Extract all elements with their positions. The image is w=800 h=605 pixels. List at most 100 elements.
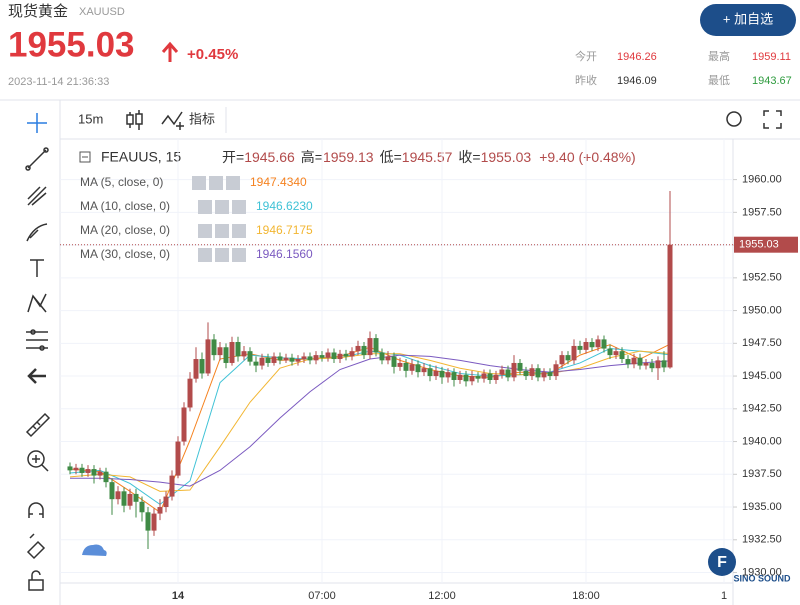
settings-icon[interactable]	[726, 111, 742, 127]
ohlc-value: 1945.66	[244, 149, 295, 165]
chart-type-icon[interactable]	[126, 110, 143, 130]
ma-legend-button[interactable]	[198, 224, 212, 238]
change: +9.40 (+0.48%)	[539, 149, 636, 165]
ma-legend-button[interactable]	[215, 200, 229, 214]
add-button-label[interactable]: + 加自选	[723, 11, 773, 26]
collapse-icon[interactable]	[79, 151, 91, 163]
candle-body	[553, 364, 559, 377]
candle-body	[433, 370, 439, 377]
candle-body	[409, 364, 415, 371]
candle-body	[145, 512, 151, 531]
candle-body	[445, 372, 451, 378]
indicators[interactable]: 指标	[189, 111, 215, 126]
candle-body	[529, 368, 535, 377]
candle-body	[349, 351, 355, 357]
fullscreen-icon[interactable]	[763, 110, 782, 129]
ma-legend-button[interactable]	[209, 176, 223, 190]
candle-body	[313, 355, 319, 361]
drawing-tools[interactable]	[25, 113, 51, 591]
candle-body	[343, 353, 349, 357]
ma-legend-button[interactable]	[232, 200, 246, 214]
candle-body	[643, 362, 649, 366]
ma-line	[69, 348, 671, 506]
candle-body	[121, 491, 127, 506]
add-button[interactable]	[700, 4, 796, 36]
candle-body	[331, 352, 337, 360]
candle-body	[481, 373, 487, 379]
ma-line	[69, 350, 671, 492]
candle-body	[325, 352, 331, 358]
candle-body	[247, 351, 253, 362]
ma-legend-value: 1946.1560	[256, 247, 313, 261]
stat-label: 昨收	[575, 73, 597, 87]
ma-legend-button[interactable]	[232, 248, 246, 262]
candle-body	[571, 345, 577, 361]
candle-body	[115, 491, 121, 500]
candle-body	[259, 357, 265, 366]
candle-body	[589, 342, 595, 348]
ma-legend-button[interactable]	[232, 224, 246, 238]
ma-legend-value: 1946.6230	[256, 199, 313, 213]
ma-legend-button[interactable]	[198, 248, 212, 262]
candle-body	[355, 345, 361, 352]
candle-body	[337, 353, 343, 360]
candle-body	[169, 475, 175, 497]
candle-body	[583, 342, 589, 350]
interval[interactable]: 15m	[78, 111, 103, 126]
candle-body	[229, 342, 235, 363]
candle-body	[157, 507, 163, 514]
x-tick-label: 18:00	[572, 590, 600, 602]
ma-legend-value: 1947.4340	[250, 175, 307, 189]
candle-body	[73, 467, 79, 471]
stat-label: 最高	[708, 49, 730, 63]
candle-body	[199, 359, 205, 374]
y-tick-label: 1950.00	[742, 304, 782, 316]
candle-body	[511, 362, 517, 378]
ma-legend-button[interactable]	[215, 248, 229, 262]
stat-value: 1959.11	[752, 51, 791, 63]
stat-value: 1943.67	[752, 75, 792, 87]
candle-body	[139, 501, 145, 513]
ma-legend-button[interactable]	[215, 224, 229, 238]
stat-label: 最低	[708, 74, 730, 87]
ohlc-label: 收=	[458, 149, 480, 165]
timestamp: 2023-11-14 21:36:33	[8, 76, 109, 88]
y-tick-label: 1932.50	[742, 534, 782, 546]
candle-body	[241, 351, 247, 357]
candle-body	[475, 376, 481, 379]
candle-body	[559, 355, 565, 365]
candle-body	[205, 339, 211, 374]
candle-body	[319, 355, 325, 358]
ohlc-label: 开=	[222, 149, 244, 165]
candle-body	[631, 357, 637, 365]
candle-body	[547, 372, 553, 377]
candle-body	[265, 357, 271, 363]
candle-body	[193, 359, 199, 379]
candle-body	[427, 368, 433, 377]
candle-body	[289, 357, 295, 362]
candle-body	[361, 345, 367, 356]
ma-legend-button[interactable]	[198, 200, 212, 214]
indicator-icon[interactable]	[161, 111, 184, 130]
ma-line	[70, 354, 671, 487]
candle-body	[619, 351, 625, 360]
y-tick-label: 1930.00	[742, 566, 782, 578]
candle-body	[421, 368, 427, 373]
candle-body	[625, 359, 631, 365]
candle-body	[181, 407, 187, 442]
ma-legend-button[interactable]	[226, 176, 240, 190]
candle-body	[523, 370, 529, 377]
title: 现货黄金	[8, 3, 68, 20]
candle-body	[103, 471, 109, 483]
candle-body	[457, 374, 463, 380]
candle-body	[535, 368, 541, 378]
ma-legend-button[interactable]	[192, 176, 206, 190]
candle-body	[451, 372, 457, 380]
candle-body	[487, 373, 493, 380]
price-label: 1955.03	[739, 239, 779, 251]
price: 1955.03	[8, 25, 135, 64]
candle-body	[277, 356, 283, 361]
watermark: F SINO SOUND	[708, 548, 791, 583]
ohlc-label: 高=	[301, 149, 323, 165]
ma-legend-name: MA (20, close, 0)	[80, 223, 170, 237]
